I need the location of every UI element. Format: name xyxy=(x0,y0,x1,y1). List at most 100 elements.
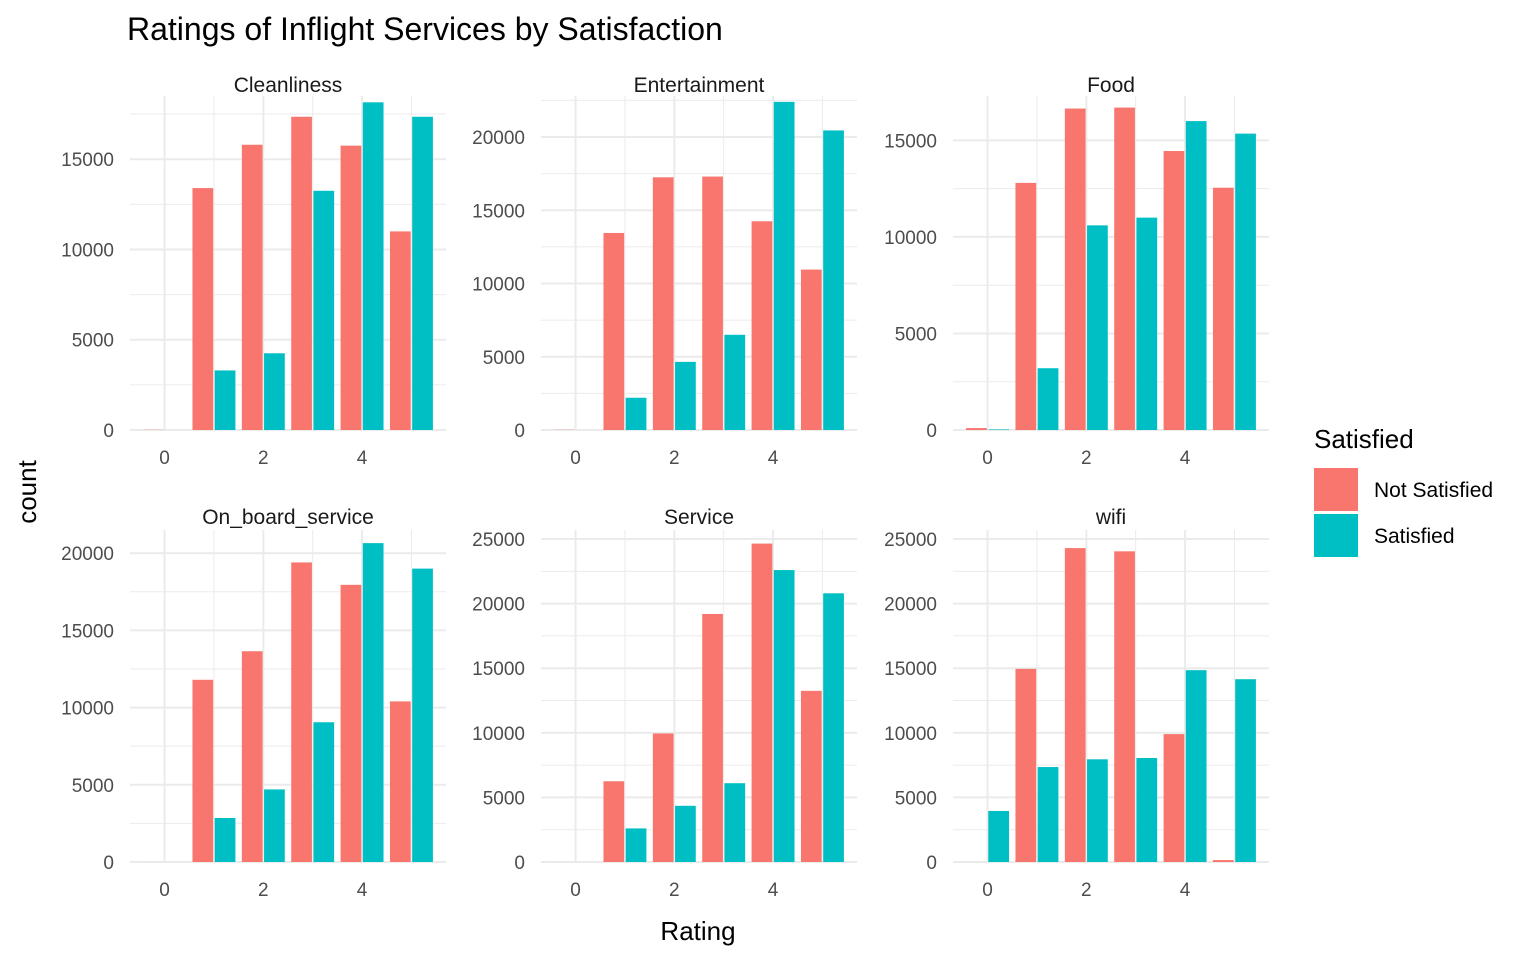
bar-satisfied xyxy=(412,568,433,862)
y-tick-label: 10000 xyxy=(61,699,114,720)
bar-not-satisfied xyxy=(241,144,263,430)
x-tick-label: 2 xyxy=(1081,880,1092,901)
y-tick-label: 15000 xyxy=(884,131,937,152)
y-tick-label: 20000 xyxy=(472,595,525,616)
bar-not-satisfied xyxy=(751,543,773,862)
y-tick-label: 25000 xyxy=(472,530,525,551)
x-tick-label: 4 xyxy=(357,880,368,901)
facet-strip-label: wifi xyxy=(1095,506,1126,529)
x-tick-label: 4 xyxy=(768,448,779,469)
y-axis-title: count xyxy=(12,459,42,523)
x-tick-label: 2 xyxy=(258,448,269,469)
x-tick-label: 4 xyxy=(768,880,779,901)
bar-satisfied xyxy=(412,116,433,431)
legend-label: Not Satisfied xyxy=(1374,479,1493,502)
bar-not-satisfied xyxy=(800,690,822,862)
y-tick-label: 10000 xyxy=(884,724,937,745)
bar-not-satisfied xyxy=(1015,668,1037,862)
bar-not-satisfied xyxy=(652,177,674,430)
bar-satisfied xyxy=(362,543,384,862)
y-tick-label: 10000 xyxy=(884,228,937,249)
y-tick-label: 20000 xyxy=(61,544,114,565)
facet-strip-label: Service xyxy=(664,506,734,529)
x-tick-label: 2 xyxy=(669,880,680,901)
bar-satisfied xyxy=(1185,121,1207,430)
x-tick-label: 4 xyxy=(1180,880,1191,901)
bar-satisfied xyxy=(1087,225,1108,430)
y-tick-label: 25000 xyxy=(884,530,937,551)
bar-not-satisfied xyxy=(1163,734,1185,862)
bar-satisfied xyxy=(362,102,384,431)
bar-not-satisfied xyxy=(291,562,312,862)
y-tick-label: 0 xyxy=(103,853,114,874)
bar-not-satisfied xyxy=(1015,182,1037,430)
y-tick-label: 10000 xyxy=(61,240,114,261)
bar-not-satisfied xyxy=(340,584,362,862)
bar-satisfied xyxy=(1235,679,1256,862)
bar-satisfied xyxy=(1037,767,1059,862)
y-tick-label: 0 xyxy=(514,421,525,442)
x-tick-label: 4 xyxy=(357,448,368,469)
y-tick-label: 15000 xyxy=(472,201,525,222)
chart-title: Ratings of Inflight Services by Satisfac… xyxy=(127,11,723,47)
y-tick-label: 20000 xyxy=(472,128,525,149)
bar-not-satisfied xyxy=(1064,108,1086,430)
bar-not-satisfied xyxy=(702,613,723,862)
facet-panel: Cleanliness 0 5000 10000 15000 0 2 4 xyxy=(61,74,446,469)
x-tick-label: 2 xyxy=(1081,448,1092,469)
y-tick-label: 10000 xyxy=(472,275,525,296)
y-tick-label: 5000 xyxy=(72,331,114,352)
bar-not-satisfied xyxy=(800,269,822,430)
bar-not-satisfied xyxy=(1114,107,1135,431)
x-tick-label: 0 xyxy=(159,880,170,901)
legend-title: Satisfied xyxy=(1314,424,1414,454)
bar-satisfied xyxy=(264,353,285,430)
facet-panels: Cleanliness 0 5000 10000 15000 0 2 4 Entertainme… xyxy=(61,74,1269,901)
bar-satisfied xyxy=(823,593,844,862)
bar-not-satisfied xyxy=(389,231,411,430)
y-tick-label: 5000 xyxy=(895,324,937,345)
facet-panel: wifi 0 5000 10000 15000 20000 25000 0 2 4 xyxy=(884,506,1269,901)
bar-not-satisfied xyxy=(340,145,362,430)
bar-not-satisfied xyxy=(389,701,411,862)
facet-strip-label: Entertainment xyxy=(634,74,765,97)
bar-satisfied xyxy=(988,429,1010,430)
bar-satisfied xyxy=(988,810,1010,862)
y-tick-label: 5000 xyxy=(483,348,525,369)
bar-not-satisfied xyxy=(1212,187,1234,430)
x-tick-label: 0 xyxy=(982,448,993,469)
facet-panel: Food 0 5000 10000 15000 0 2 4 xyxy=(884,74,1269,469)
bar-not-satisfied xyxy=(1212,860,1234,862)
y-tick-label: 15000 xyxy=(61,150,114,171)
x-tick-label: 0 xyxy=(570,880,581,901)
x-tick-label: 0 xyxy=(159,448,170,469)
legend-label: Satisfied xyxy=(1374,525,1455,548)
bar-not-satisfied xyxy=(751,221,773,430)
x-axis-title: Rating xyxy=(660,916,735,946)
x-tick-label: 2 xyxy=(669,448,680,469)
bar-not-satisfied xyxy=(1114,551,1135,862)
y-tick-label: 0 xyxy=(926,421,937,442)
y-tick-label: 15000 xyxy=(61,621,114,642)
bar-not-satisfied xyxy=(241,651,263,862)
bar-not-satisfied xyxy=(966,428,987,430)
bar-satisfied xyxy=(1136,758,1158,862)
facet-strip-label: Cleanliness xyxy=(234,74,343,97)
bar-satisfied xyxy=(214,817,236,862)
facet-strip-label: On_board_service xyxy=(202,506,374,529)
y-tick-label: 0 xyxy=(103,421,114,442)
facet-strip-label: Food xyxy=(1087,74,1135,97)
bar-satisfied xyxy=(724,783,746,862)
bar-not-satisfied xyxy=(702,176,723,430)
bar-not-satisfied xyxy=(192,188,214,430)
legend-swatch xyxy=(1314,514,1358,557)
bar-not-satisfied xyxy=(603,781,625,862)
legend-swatch xyxy=(1314,468,1358,511)
y-tick-label: 5000 xyxy=(72,776,114,797)
facet-panel: On_board_service 0 5000 10000 15000 20000 0 2 4 xyxy=(61,506,446,901)
bar-satisfied xyxy=(675,805,696,862)
bar-satisfied xyxy=(1087,759,1108,862)
y-tick-label: 5000 xyxy=(483,788,525,809)
y-tick-label: 15000 xyxy=(472,659,525,680)
bar-satisfied xyxy=(625,397,647,430)
